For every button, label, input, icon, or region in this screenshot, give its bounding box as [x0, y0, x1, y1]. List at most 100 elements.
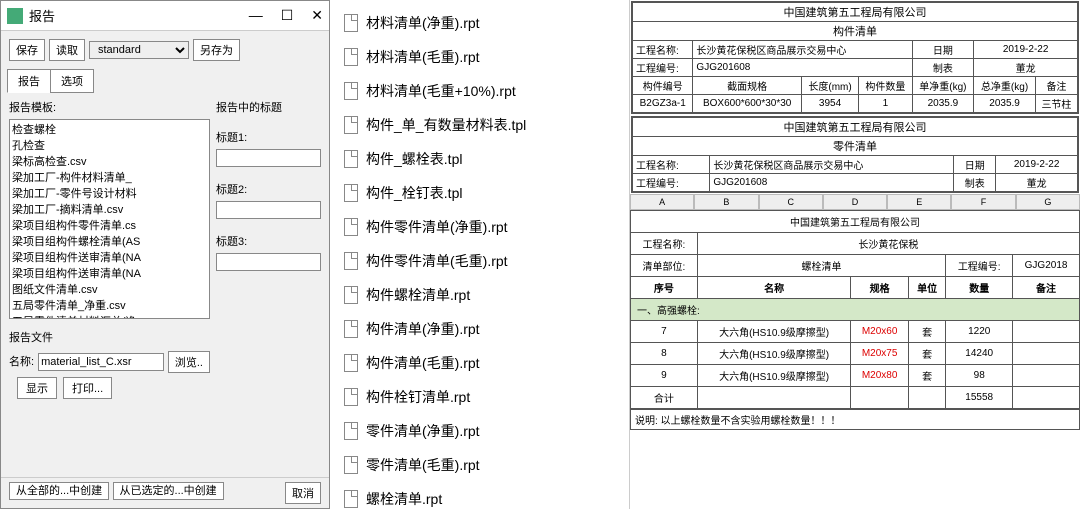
- template-item[interactable]: 梁加工厂-零件号设计材料: [12, 186, 207, 202]
- file-item[interactable]: 材料清单(净重).rpt: [334, 6, 625, 40]
- file-item[interactable]: 构件清单(净重).rpt: [334, 312, 625, 346]
- col-letter: E: [887, 194, 951, 210]
- template-item[interactable]: 五局零件清单材料汇总(净: [12, 314, 207, 319]
- create-all-button[interactable]: 从全部的...中创建: [9, 482, 109, 500]
- template-item[interactable]: 梁项目组构件零件清单.cs: [12, 218, 207, 234]
- file-name: 材料清单(净重).rpt: [366, 13, 480, 33]
- template-item[interactable]: 五局零件清单_净重.csv: [12, 298, 207, 314]
- file-item[interactable]: 构件清单(毛重).rpt: [334, 346, 625, 380]
- cell: 2035.9: [912, 95, 974, 113]
- template-item[interactable]: 梁项目组构件送审清单(NA: [12, 250, 207, 266]
- save-button[interactable]: 保存: [9, 39, 45, 61]
- sheet-parts: 中国建筑第五工程局有限公司 零件清单 工程名称: 长沙黄花保税区商品展示交易中心…: [631, 116, 1079, 193]
- file-item[interactable]: 材料清单(毛重+10%).rpt: [334, 74, 625, 108]
- template-item[interactable]: 梁加工厂-摘料清单.csv: [12, 202, 207, 218]
- col-hdr: 构件数量: [859, 77, 912, 95]
- template-listbox[interactable]: 检查螺栓孔检查梁标高检查.csv梁加工厂-构件材料清单_梁加工厂-零件号设计材料…: [9, 119, 210, 319]
- maker-val: 董龙: [974, 59, 1078, 77]
- file-icon: [344, 82, 358, 100]
- file-item[interactable]: 零件清单(毛重).rpt: [334, 448, 625, 482]
- file-name: 构件清单(毛重).rpt: [366, 353, 480, 373]
- spreadsheet-panel: 中国建筑第五工程局有限公司 构件清单 工程名称: 长沙黄花保税区商品展示交易中心…: [630, 0, 1080, 509]
- template-item[interactable]: 梁项目组构件螺栓清单(AS: [12, 234, 207, 250]
- preset-select[interactable]: standard: [89, 41, 189, 59]
- file-name: 构件_螺栓表.tpl: [366, 149, 462, 169]
- file-name: 螺栓清单.rpt: [366, 489, 442, 509]
- cancel-button[interactable]: 取消: [285, 482, 321, 504]
- load-button[interactable]: 读取: [49, 39, 85, 61]
- lbl: 清单部位:: [631, 255, 698, 277]
- maximize-icon[interactable]: ☐: [281, 7, 294, 24]
- file-item[interactable]: 构件_栓钉表.tpl: [334, 176, 625, 210]
- lbl: 工程编号:: [946, 255, 1013, 277]
- create-sel-button[interactable]: 从已选定的...中创建: [113, 482, 224, 500]
- file-name: 构件_单_有数量材料表.tpl: [366, 115, 526, 135]
- show-button[interactable]: 显示: [17, 377, 57, 399]
- file-icon: [344, 490, 358, 508]
- file-item[interactable]: 构件栓钉清单.rpt: [334, 380, 625, 414]
- col-hdr: 规格: [851, 277, 909, 299]
- sheet2-title: 零件清单: [633, 137, 1078, 156]
- note-text: 说明: 以上螺栓数量不含实验用螺栓数量！！！: [630, 409, 1080, 430]
- title3-label: 标题3:: [216, 233, 321, 249]
- col-hdr: 构件编号: [633, 77, 693, 95]
- date-lbl: 日期: [912, 41, 974, 59]
- file-item[interactable]: 构件_螺栓表.tpl: [334, 142, 625, 176]
- template-item[interactable]: 梁加工厂-构件材料清单_: [12, 170, 207, 186]
- print-button[interactable]: 打印...: [63, 377, 112, 399]
- total-val: 15558: [946, 387, 1013, 409]
- excel-column-headers: ABCDEFG: [630, 194, 1080, 210]
- section-header: 一、高强螺栓:: [631, 299, 1080, 321]
- template-item[interactable]: 孔检查: [12, 138, 207, 154]
- title3-input[interactable]: [216, 253, 321, 271]
- cell: B2GZ3a-1: [633, 95, 693, 113]
- file-icon: [344, 184, 358, 202]
- proj-name: 长沙黄花保税区商品展示交易中心: [693, 41, 912, 59]
- titlebar: 报告 — ☐ ✕: [1, 1, 329, 31]
- title2-input[interactable]: [216, 201, 321, 219]
- date-val: 2019-2-22: [974, 41, 1078, 59]
- file-icon: [344, 286, 358, 304]
- col-hdr: 截面规格: [693, 77, 802, 95]
- proj-no-lbl: 工程编号:: [633, 59, 693, 77]
- col-letter: A: [630, 194, 694, 210]
- file-item[interactable]: 螺栓清单.rpt: [334, 482, 625, 509]
- title1-input[interactable]: [216, 149, 321, 167]
- template-item[interactable]: 梁标高检查.csv: [12, 154, 207, 170]
- cell: 3954: [801, 95, 858, 113]
- minimize-icon[interactable]: —: [249, 7, 263, 24]
- file-name: 材料清单(毛重).rpt: [366, 47, 480, 67]
- template-item[interactable]: 检查螺栓: [12, 122, 207, 138]
- file-item[interactable]: 材料清单(毛重).rpt: [334, 40, 625, 74]
- sheet-components: 中国建筑第五工程局有限公司 构件清单 工程名称: 长沙黄花保税区商品展示交易中心…: [631, 1, 1079, 114]
- tab-report[interactable]: 报告: [7, 69, 51, 93]
- file-icon: [344, 422, 358, 440]
- template-item[interactable]: 梁项目组构件送审清单(NA: [12, 266, 207, 282]
- browse-button[interactable]: 浏览..: [168, 351, 210, 373]
- file-item[interactable]: 构件零件清单(毛重).rpt: [334, 244, 625, 278]
- template-item[interactable]: 图纸文件清单.csv: [12, 282, 207, 298]
- file-item[interactable]: 构件零件清单(净重).rpt: [334, 210, 625, 244]
- col-letter: C: [759, 194, 823, 210]
- total-lbl: 合计: [631, 387, 698, 409]
- col-hdr: 名称: [697, 277, 851, 299]
- cell: 2035.9: [974, 95, 1036, 113]
- titles-label: 报告中的标题: [216, 99, 321, 115]
- tab-options[interactable]: 选项: [50, 69, 94, 93]
- lbl: 工程编号:: [633, 174, 710, 192]
- saveas-button[interactable]: 另存为: [193, 39, 240, 61]
- file-item[interactable]: 构件螺栓清单.rpt: [334, 278, 625, 312]
- close-icon[interactable]: ✕: [311, 7, 323, 24]
- table-row: 9大六角(HS10.9级摩擦型)M20x80套98: [631, 365, 1080, 387]
- file-item[interactable]: 零件清单(净重).rpt: [334, 414, 625, 448]
- table-row: 8大六角(HS10.9级摩擦型)M20x75套14240: [631, 343, 1080, 365]
- file-list-panel: 材料清单(净重).rpt 材料清单(毛重).rpt 材料清单(毛重+10%).rpt…: [330, 0, 630, 509]
- filename-input[interactable]: [38, 353, 164, 371]
- file-item[interactable]: 构件_单_有数量材料表.tpl: [334, 108, 625, 142]
- file-icon: [344, 388, 358, 406]
- table-row: 7大六角(HS10.9级摩擦型)M20x60套1220: [631, 321, 1080, 343]
- company-name: 中国建筑第五工程局有限公司: [633, 118, 1078, 137]
- file-name: 构件栓钉清单.rpt: [366, 387, 470, 407]
- col-hdr: 备注: [1013, 277, 1080, 299]
- file-icon: [344, 14, 358, 32]
